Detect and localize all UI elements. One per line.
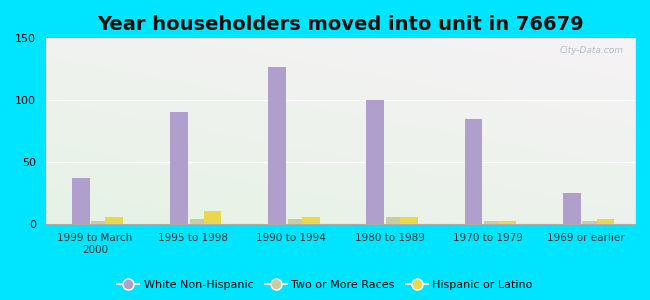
Bar bbox=[91, 221, 109, 224]
Bar bbox=[288, 219, 305, 224]
Bar bbox=[386, 218, 404, 224]
Bar bbox=[302, 218, 320, 224]
Bar bbox=[465, 118, 482, 224]
Bar bbox=[563, 193, 580, 224]
Bar bbox=[484, 221, 502, 224]
Bar bbox=[582, 221, 600, 224]
Bar bbox=[170, 112, 188, 224]
Bar bbox=[499, 221, 516, 224]
Bar bbox=[105, 218, 123, 224]
Title: Year householders moved into unit in 76679: Year householders moved into unit in 766… bbox=[97, 15, 584, 34]
Bar bbox=[400, 218, 418, 224]
Bar bbox=[268, 67, 286, 224]
Bar bbox=[367, 100, 384, 224]
Legend: White Non-Hispanic, Two or More Races, Hispanic or Latino: White Non-Hispanic, Two or More Races, H… bbox=[112, 276, 538, 294]
Bar bbox=[203, 211, 222, 224]
Bar bbox=[72, 178, 90, 224]
Bar bbox=[597, 219, 614, 224]
Bar bbox=[190, 219, 207, 224]
Text: City-Data.com: City-Data.com bbox=[559, 46, 623, 55]
